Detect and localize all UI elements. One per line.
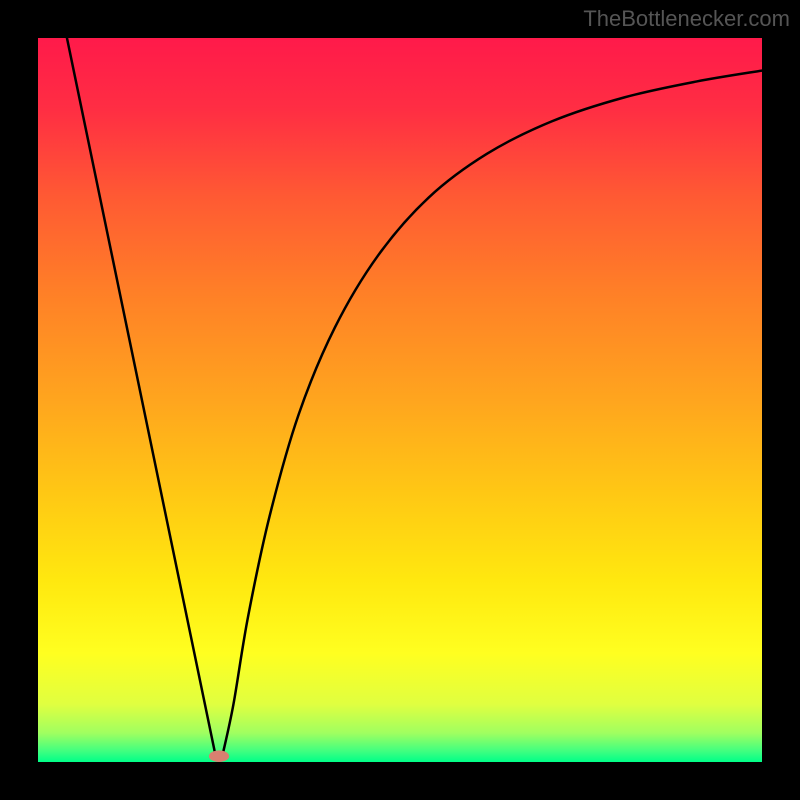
min-marker bbox=[209, 750, 229, 762]
chart-container: TheBottlenecker.com bbox=[0, 0, 800, 800]
watermark-text: TheBottlenecker.com bbox=[583, 6, 790, 32]
chart-svg bbox=[38, 38, 762, 762]
gradient-background bbox=[38, 38, 762, 762]
plot-area bbox=[38, 38, 762, 762]
